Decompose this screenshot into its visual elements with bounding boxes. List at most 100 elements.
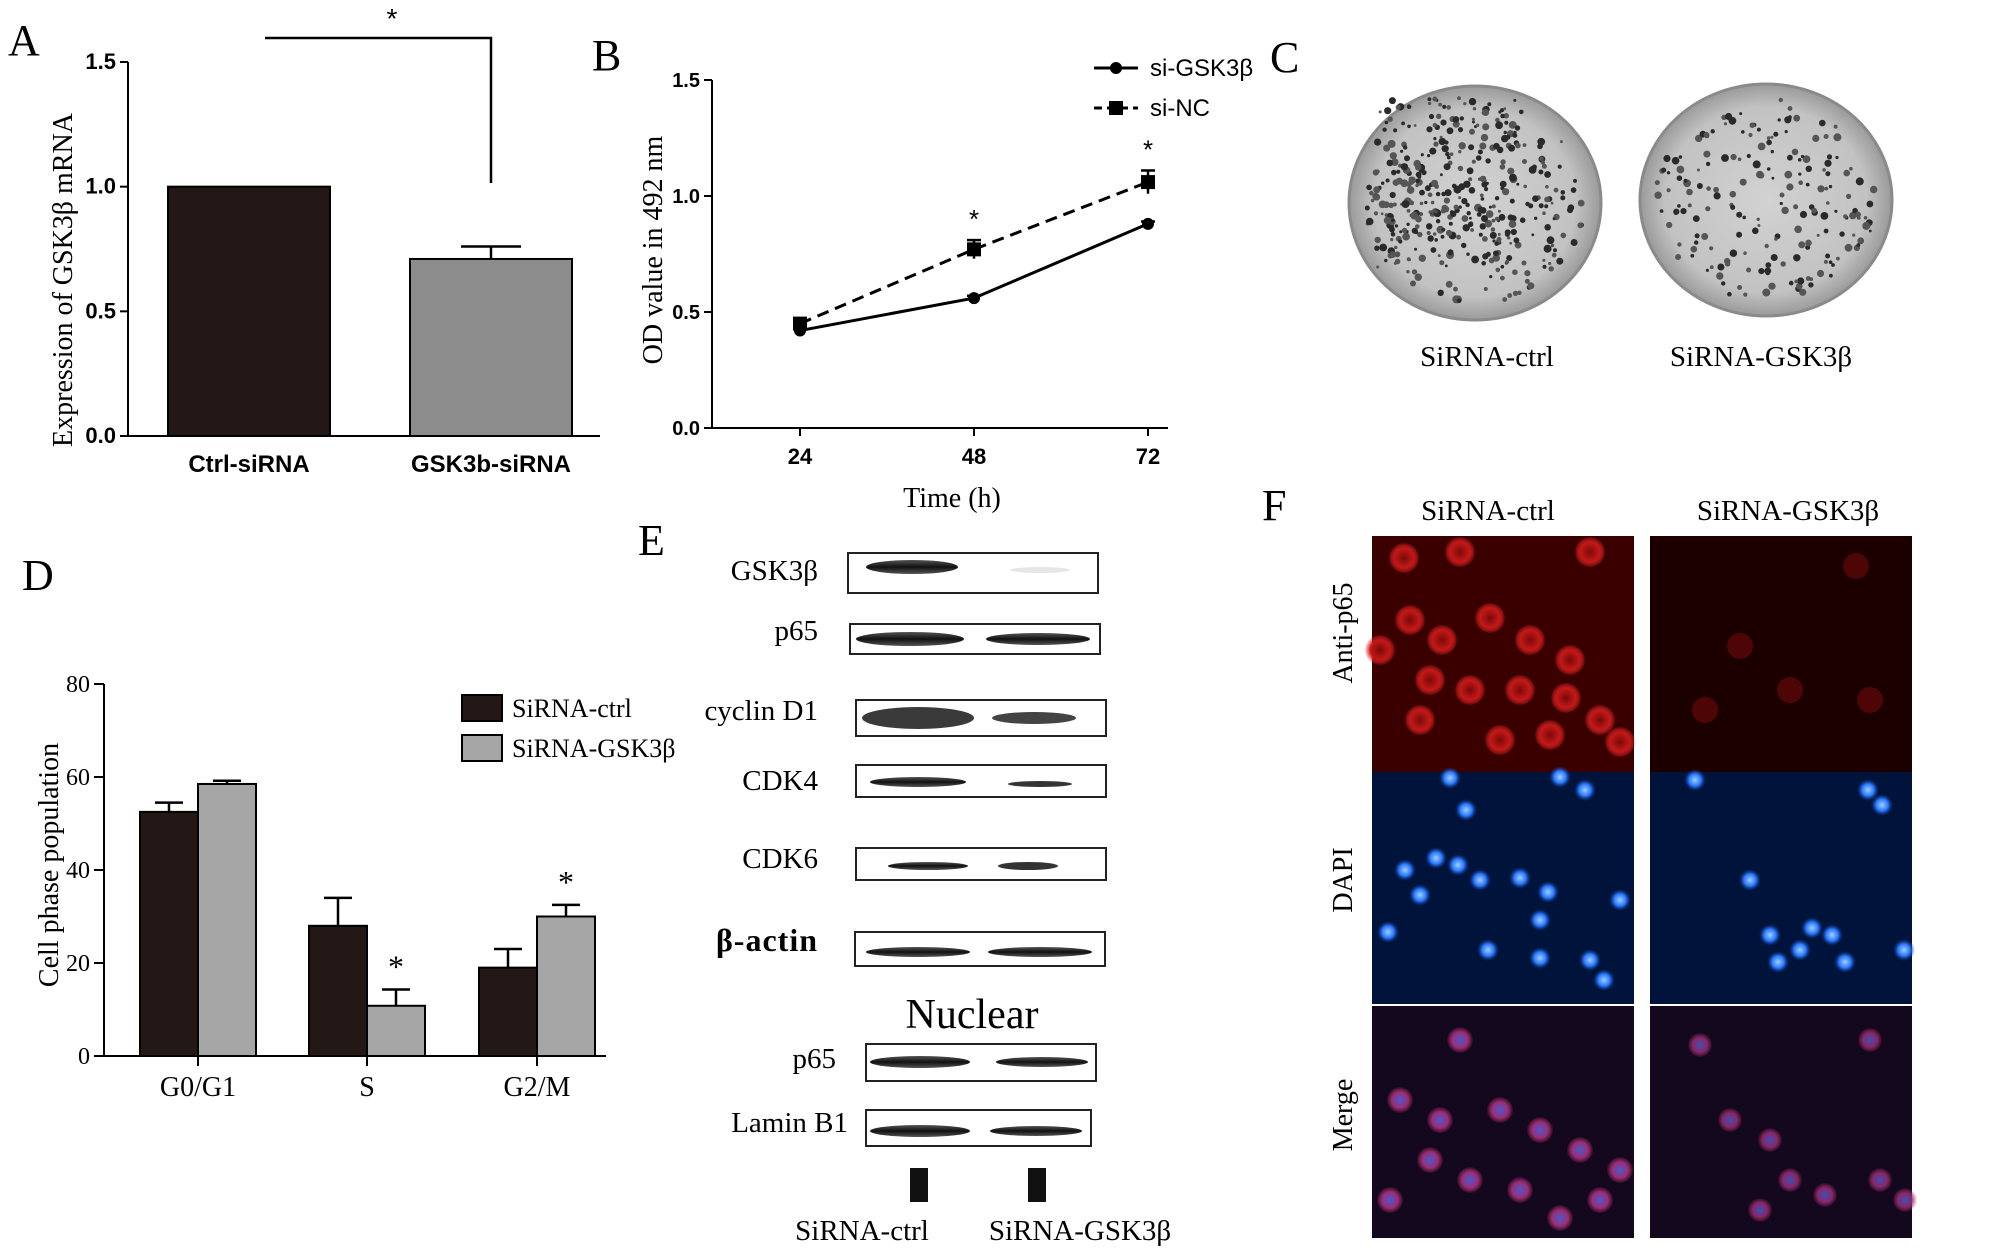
colony-dot bbox=[1757, 172, 1765, 179]
colony-dot bbox=[1828, 260, 1833, 265]
if-cell-merge bbox=[1758, 1128, 1782, 1152]
colony-dot bbox=[1833, 124, 1838, 129]
colony-dot bbox=[1828, 184, 1833, 189]
colony-dot bbox=[1441, 145, 1449, 153]
colony-dot bbox=[1713, 186, 1719, 193]
colony-dot bbox=[1393, 128, 1398, 133]
chart-d-ylabel: Cell phase population bbox=[34, 743, 65, 987]
if-nucleus-blue bbox=[1593, 969, 1615, 991]
colony-dot bbox=[1477, 206, 1484, 213]
colony-dot bbox=[1705, 206, 1711, 212]
colony-dot bbox=[1717, 263, 1725, 271]
colony-dot bbox=[1394, 251, 1401, 258]
colony-dot bbox=[1497, 232, 1501, 236]
colony-dot bbox=[1427, 101, 1432, 106]
colony-dot bbox=[1805, 165, 1813, 172]
colony-dot bbox=[1542, 264, 1547, 269]
colony-dot bbox=[1453, 286, 1458, 292]
colony-dot bbox=[1494, 241, 1499, 246]
if-nucleus-blue bbox=[1893, 939, 1915, 961]
if-cell-merge bbox=[1417, 1147, 1443, 1173]
colony-dot bbox=[1671, 156, 1680, 165]
colony-dot bbox=[1462, 224, 1470, 232]
colony-dot bbox=[1677, 242, 1682, 247]
colony-dot bbox=[1500, 113, 1505, 119]
colony-dot bbox=[1694, 233, 1700, 239]
colony-dot bbox=[1468, 177, 1473, 182]
colony-dot bbox=[1553, 248, 1557, 253]
colony-dot bbox=[1862, 221, 1871, 230]
colony-dot bbox=[1404, 155, 1410, 162]
colony-dot bbox=[1517, 290, 1522, 295]
chart-a-ylabel: Expression of GSK3β mRNA bbox=[48, 112, 79, 447]
chart-d-ytick-label: 60 bbox=[66, 765, 90, 791]
colony-dot bbox=[1439, 260, 1445, 266]
colony-dot bbox=[1446, 127, 1454, 135]
if-cell-red bbox=[1551, 683, 1581, 713]
colony-dot bbox=[1499, 180, 1507, 188]
if-nucleus-blue bbox=[1871, 794, 1893, 816]
if-cell-merge bbox=[1748, 1198, 1772, 1222]
colony-dot bbox=[1557, 164, 1562, 169]
colony-dot bbox=[1766, 139, 1772, 146]
colony-dot bbox=[1546, 236, 1555, 245]
colony-dot bbox=[1435, 219, 1441, 224]
colony-dot bbox=[1531, 233, 1535, 237]
colony-dot bbox=[1808, 282, 1814, 288]
colony-dot bbox=[1445, 280, 1453, 288]
colony-dot bbox=[1428, 113, 1435, 120]
colony-dot bbox=[1458, 196, 1462, 200]
colony-dot bbox=[1393, 261, 1397, 265]
colony-dot bbox=[1696, 183, 1703, 189]
colony-dot bbox=[1799, 210, 1808, 219]
colony-dot bbox=[1484, 187, 1489, 192]
colony-dot bbox=[1485, 158, 1491, 164]
if-nucleus-blue bbox=[1529, 909, 1551, 931]
chart-b-point bbox=[968, 292, 980, 305]
lane-label-gsk3b: SiRNA-GSK3β bbox=[989, 1215, 1171, 1247]
colony-dot bbox=[1468, 187, 1476, 194]
if-cell-merge bbox=[1427, 1107, 1453, 1133]
colony-dot bbox=[1570, 239, 1578, 246]
colony-dot bbox=[1778, 97, 1784, 103]
colony-dot bbox=[1560, 232, 1567, 239]
if-nucleus-blue bbox=[1684, 769, 1706, 791]
chart-b-legend-label: si-NC bbox=[1150, 95, 1210, 122]
colony-dot bbox=[1446, 105, 1451, 110]
colony-dot bbox=[1825, 253, 1831, 259]
colony-dot bbox=[1443, 197, 1450, 204]
chart-b-point bbox=[1141, 175, 1155, 190]
colony-dot bbox=[1489, 275, 1493, 279]
colony-dot bbox=[1819, 119, 1826, 127]
colony-dot bbox=[1519, 109, 1524, 115]
colony-dot bbox=[1855, 211, 1861, 218]
colony-dot bbox=[1415, 183, 1419, 188]
colony-dot bbox=[1706, 186, 1711, 191]
colony-dot bbox=[1522, 143, 1527, 148]
colony-dot bbox=[1550, 243, 1555, 248]
colony-dot bbox=[1766, 136, 1771, 140]
colony-dot bbox=[1461, 215, 1469, 222]
chart-b-point bbox=[967, 242, 981, 257]
colony-dot bbox=[1504, 229, 1511, 236]
colony-dot bbox=[1737, 285, 1743, 290]
chart-d-legend-label: SiRNA-GSK3β bbox=[512, 734, 675, 763]
colony-dot bbox=[1710, 129, 1715, 134]
colony-dot bbox=[1577, 199, 1585, 207]
colony-dot bbox=[1496, 146, 1504, 154]
colony-dot bbox=[1748, 132, 1753, 138]
colony-dot bbox=[1746, 267, 1752, 273]
colony-dot bbox=[1696, 168, 1700, 172]
colony-dot bbox=[1452, 116, 1460, 123]
colony-dot bbox=[1436, 225, 1445, 234]
colony-dot bbox=[1752, 160, 1761, 169]
lane-marker-si bbox=[1028, 1168, 1046, 1202]
band-gsk3b-si bbox=[1010, 567, 1070, 573]
colony-dot bbox=[1494, 196, 1500, 201]
colony-dot bbox=[1538, 169, 1544, 175]
chart-a-ytick-label: 0.0 bbox=[85, 423, 116, 448]
colony-dot bbox=[1666, 221, 1673, 229]
colony-dot bbox=[1479, 223, 1487, 230]
colony-dot bbox=[1743, 292, 1748, 297]
if-row-merge: Merge bbox=[1328, 1079, 1359, 1152]
